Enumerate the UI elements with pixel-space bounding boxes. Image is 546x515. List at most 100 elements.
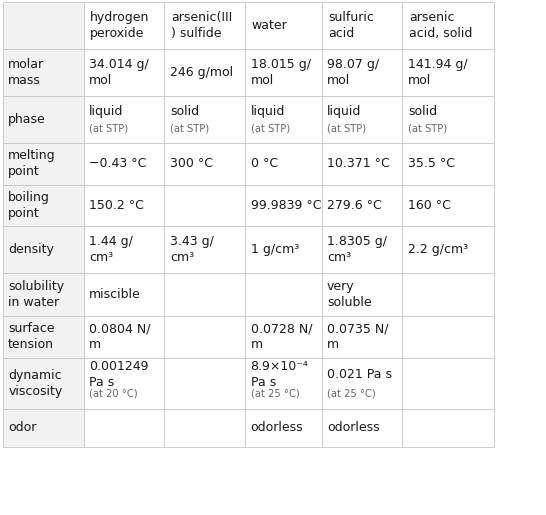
Bar	[164, 96, 245, 143]
Text: arsenic
acid, solid: arsenic acid, solid	[409, 11, 472, 40]
Bar	[3, 143, 84, 185]
Text: water: water	[252, 19, 287, 32]
Text: 160 °C: 160 °C	[408, 199, 451, 212]
Bar	[84, 185, 164, 226]
Bar	[402, 226, 494, 273]
Bar	[3, 273, 84, 316]
Text: (at STP): (at STP)	[408, 124, 447, 134]
Bar	[402, 185, 494, 226]
Text: −0.43 °C: −0.43 °C	[89, 157, 146, 170]
Bar	[322, 273, 402, 316]
Text: liquid: liquid	[251, 105, 285, 118]
Text: 1 g/cm³: 1 g/cm³	[251, 243, 299, 256]
Bar	[322, 96, 402, 143]
Text: 10.371 °C: 10.371 °C	[327, 157, 390, 170]
Bar	[84, 2, 164, 49]
Text: molar
mass: molar mass	[8, 58, 44, 87]
Text: odorless: odorless	[251, 421, 303, 435]
Bar	[3, 185, 84, 226]
Text: (at STP): (at STP)	[170, 124, 209, 134]
Bar	[3, 2, 84, 49]
Bar	[402, 316, 494, 358]
Text: odorless: odorless	[327, 421, 379, 435]
Bar	[322, 226, 402, 273]
Text: liquid: liquid	[89, 105, 123, 118]
Bar	[164, 185, 245, 226]
Bar	[402, 273, 494, 316]
Bar	[322, 409, 402, 447]
Text: liquid: liquid	[327, 105, 361, 118]
Text: surface
tension: surface tension	[8, 322, 55, 351]
Bar	[84, 409, 164, 447]
Text: 0.0804 N/
m: 0.0804 N/ m	[89, 322, 151, 351]
Text: 150.2 °C: 150.2 °C	[89, 199, 144, 212]
Text: density: density	[8, 243, 54, 256]
Text: 141.94 g/
mol: 141.94 g/ mol	[408, 58, 467, 87]
Bar	[322, 49, 402, 96]
Bar	[245, 185, 322, 226]
Bar	[402, 2, 494, 49]
Text: 1.44 g/
cm³: 1.44 g/ cm³	[89, 235, 133, 264]
Bar	[402, 143, 494, 185]
Text: miscible: miscible	[89, 288, 141, 301]
Text: (at STP): (at STP)	[89, 124, 128, 134]
Text: (at STP): (at STP)	[251, 124, 290, 134]
Bar	[84, 49, 164, 96]
Bar	[3, 358, 84, 409]
Bar	[402, 358, 494, 409]
Text: sulfuric
acid: sulfuric acid	[328, 11, 374, 40]
Text: (at 25 °C): (at 25 °C)	[251, 389, 299, 399]
Text: 0 °C: 0 °C	[251, 157, 278, 170]
Text: phase: phase	[8, 113, 46, 126]
Bar	[402, 409, 494, 447]
Bar	[84, 143, 164, 185]
Text: 0.0735 N/
m: 0.0735 N/ m	[327, 322, 389, 351]
Bar	[402, 49, 494, 96]
Text: 98.07 g/
mol: 98.07 g/ mol	[327, 58, 379, 87]
Bar	[84, 316, 164, 358]
Text: 300 °C: 300 °C	[170, 157, 213, 170]
Text: arsenic(III
) sulfide: arsenic(III ) sulfide	[171, 11, 232, 40]
Text: solid: solid	[408, 105, 437, 118]
Bar	[402, 96, 494, 143]
Text: 2.2 g/cm³: 2.2 g/cm³	[408, 243, 468, 256]
Text: 0.021 Pa s: 0.021 Pa s	[327, 368, 392, 382]
Bar	[84, 226, 164, 273]
Text: boiling
point: boiling point	[8, 191, 50, 220]
Bar	[322, 2, 402, 49]
Text: very
soluble: very soluble	[327, 280, 372, 309]
Text: (at STP): (at STP)	[327, 124, 366, 134]
Bar	[322, 143, 402, 185]
Text: 18.015 g/
mol: 18.015 g/ mol	[251, 58, 311, 87]
Text: (at 20 °C): (at 20 °C)	[89, 389, 138, 399]
Text: solubility
in water: solubility in water	[8, 280, 64, 309]
Bar	[164, 358, 245, 409]
Text: 1.8305 g/
cm³: 1.8305 g/ cm³	[327, 235, 387, 264]
Bar	[245, 316, 322, 358]
Text: 0.0728 N/
m: 0.0728 N/ m	[251, 322, 312, 351]
Text: 8.9×10⁻⁴
Pa s: 8.9×10⁻⁴ Pa s	[251, 360, 308, 389]
Bar	[164, 143, 245, 185]
Text: 99.9839 °C: 99.9839 °C	[251, 199, 321, 212]
Text: 35.5 °C: 35.5 °C	[408, 157, 455, 170]
Text: 3.43 g/
cm³: 3.43 g/ cm³	[170, 235, 213, 264]
Bar	[164, 49, 245, 96]
Bar	[164, 273, 245, 316]
Bar	[84, 358, 164, 409]
Bar	[245, 226, 322, 273]
Bar	[245, 2, 322, 49]
Bar	[3, 226, 84, 273]
Bar	[3, 96, 84, 143]
Bar	[3, 49, 84, 96]
Bar	[245, 96, 322, 143]
Bar	[322, 358, 402, 409]
Bar	[3, 316, 84, 358]
Text: hydrogen
peroxide: hydrogen peroxide	[90, 11, 150, 40]
Text: 34.014 g/
mol: 34.014 g/ mol	[89, 58, 149, 87]
Bar	[245, 49, 322, 96]
Bar	[84, 96, 164, 143]
Text: 279.6 °C: 279.6 °C	[327, 199, 382, 212]
Bar	[245, 409, 322, 447]
Bar	[3, 409, 84, 447]
Bar	[322, 185, 402, 226]
